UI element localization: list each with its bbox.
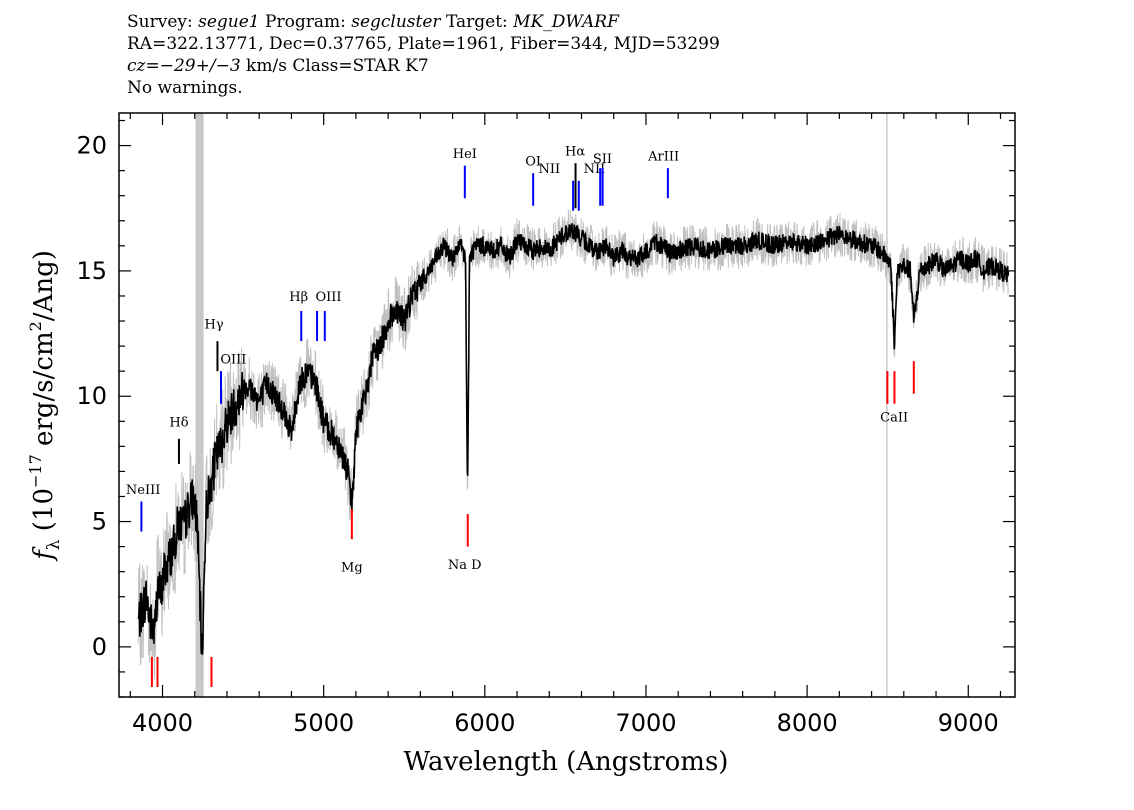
y-axis-label-units-a: (10 [29,488,59,540]
y-tick-label: 10 [76,382,107,410]
x-tick-label: 5000 [293,709,354,737]
absorption-label-na-d: Na D [448,558,482,573]
error-band [137,209,1009,687]
emission-label-oiii: OIII [315,290,341,305]
y-axis-label-exponent-2: 2 [26,321,45,331]
absorption-label-mg: Mg [341,561,363,576]
emission-label-h-: Hγ [205,318,224,333]
spectrum-layer [137,223,1010,655]
emission-label-h-: Hδ [169,415,188,430]
x-axis-label: Wavelength (Angstroms) [404,747,729,777]
y-axis-label-units-c: /Ang) [29,250,59,321]
spectrum-line [137,223,1010,655]
cz-rest: km/s Class=STAR K7 [240,56,429,76]
spectrum-header: Survey: segue1 Program: segcluster Targe… [127,11,720,99]
x-tick-label: 9000 [938,709,999,737]
axes-layer: 4000 5000 6000 7000 8000 9000 0 5 10 15 20 [76,112,1016,737]
error-band-layer [137,209,1009,687]
y-axis-label-subscript: λ [44,539,64,550]
emission-label-oi: OI [525,155,541,170]
emission-label-ariii: ArIII [647,150,679,165]
chart-background-layer [195,113,888,697]
header-line-1: Survey: segue1 Program: segcluster Targe… [127,11,720,33]
x-tick-label: 6000 [454,709,515,737]
target-label: Target: [445,12,508,32]
emission-label-hei: HeI [453,147,477,162]
header-line-2: RA=322.13771, Dec=0.37765, Plate=1961, F… [127,34,720,54]
emission-label-oiii: OIII [220,353,246,368]
y-tick-label: 5 [92,508,107,536]
y-tick-label: 20 [76,132,107,160]
survey-label: Survey: [127,12,193,32]
emission-label-h-: Hβ [289,290,308,305]
survey-value: segue1 [198,12,260,32]
program-value: segcluster [351,12,441,32]
cz-label: cz= [127,56,160,76]
target-value: MK_DWARF [513,12,619,32]
emission-label-nii: NII [538,162,560,177]
plot-frame [118,112,1016,698]
x-tick-label: 7000 [615,709,676,737]
y-axis-label-exponent-1: −17 [26,454,45,488]
y-axis-label: fλ (10−17 erg/s/cm2/Ang) [26,250,64,562]
y-tick-label: 0 [92,633,107,661]
header-line-3: cz=−29+/−3 km/s Class=STAR K7 [127,55,720,77]
x-tick-label: 8000 [777,709,838,737]
y-tick-label: 15 [76,257,107,285]
absorption-label-caii: CaII [880,410,908,425]
emission-label-neiii: NeIII [126,483,160,498]
program-label: Program: [265,12,346,32]
emission-label-sii: SII [593,152,612,167]
x-tick-label: 4000 [132,709,193,737]
cz-value: −29+/−3 [159,56,241,76]
header-line-4: No warnings. [127,78,243,98]
y-axis-label-units-b: erg/s/cm [29,331,59,454]
masked-band [195,113,204,697]
emission-label-h-: Hα [565,145,585,160]
